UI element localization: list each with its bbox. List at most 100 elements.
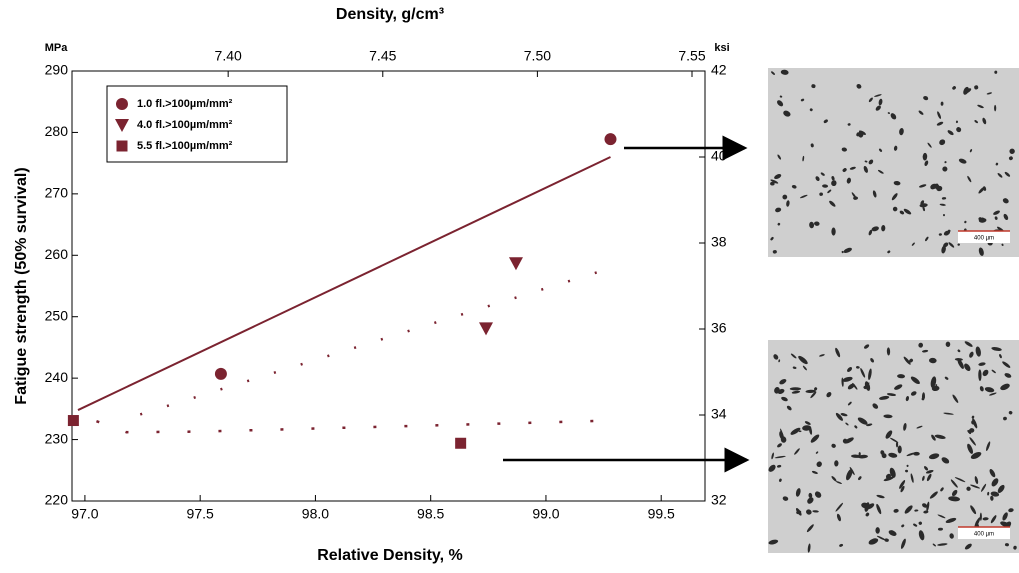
pore: [888, 530, 897, 536]
pore: [991, 478, 999, 487]
pore: [802, 365, 807, 371]
x-tick-label: 99.5: [648, 506, 675, 522]
micrograph: 400 µm: [768, 340, 1019, 553]
pore: [883, 414, 893, 419]
pore: [901, 524, 905, 528]
trend-line: [77, 156, 611, 411]
pore: [941, 457, 950, 464]
pore: [1008, 156, 1013, 161]
trend-line: [139, 266, 611, 416]
pore: [984, 387, 995, 393]
pore: [842, 376, 853, 382]
pore: [770, 236, 774, 241]
pore: [931, 434, 936, 441]
pore: [811, 84, 816, 89]
pore: [1000, 383, 1010, 391]
pore: [975, 346, 981, 357]
pore: [1004, 171, 1011, 177]
pore: [886, 347, 891, 356]
pore: [1004, 543, 1009, 547]
pore: [888, 452, 898, 458]
pore: [987, 491, 990, 496]
pore: [831, 227, 836, 236]
pore: [922, 206, 925, 212]
pore: [952, 394, 959, 403]
marker: [214, 367, 227, 380]
pore: [1013, 545, 1017, 550]
pore: [977, 104, 984, 109]
pore: [866, 423, 873, 427]
pore: [990, 495, 994, 501]
x-tick-label: 98.0: [302, 506, 329, 522]
micrograph: 400 µm: [768, 68, 1019, 257]
pore: [943, 230, 951, 236]
scale-bar-bg: [958, 527, 1010, 539]
pore: [823, 119, 828, 124]
pore: [999, 354, 1002, 359]
pore: [957, 349, 961, 353]
pore: [971, 415, 975, 419]
pore: [1003, 213, 1009, 221]
pore: [885, 430, 893, 439]
pore: [897, 374, 906, 379]
pore: [883, 476, 894, 482]
pore: [900, 485, 905, 493]
pore: [876, 503, 882, 515]
pore: [874, 94, 882, 97]
pore: [779, 378, 787, 385]
pore: [812, 510, 819, 513]
pore: [804, 421, 811, 425]
x2-tick-label: 7.45: [369, 48, 396, 64]
pore: [773, 354, 779, 360]
pore: [926, 501, 930, 512]
pore: [906, 464, 909, 467]
pore: [857, 417, 868, 425]
y2-tick-label: 34: [711, 406, 727, 422]
pore: [936, 121, 944, 126]
pore: [864, 381, 871, 391]
legend-marker: [116, 140, 128, 152]
legend-marker: [116, 98, 128, 110]
pore: [814, 221, 820, 226]
trend-line: [96, 419, 611, 434]
legend-label: 1.0 fl.>100µm/mm²: [137, 98, 233, 110]
pore: [894, 384, 903, 390]
pore: [868, 538, 879, 545]
pore: [989, 469, 996, 478]
pore: [886, 393, 897, 397]
pore: [916, 425, 923, 429]
pore: [810, 391, 817, 399]
pore: [831, 176, 835, 181]
pore: [969, 351, 974, 358]
pore: [868, 97, 873, 103]
x2-tick-label: 7.50: [524, 48, 551, 64]
pore: [876, 535, 887, 541]
pore: [903, 208, 912, 215]
pore: [967, 175, 972, 183]
pore: [956, 127, 962, 133]
pore: [948, 242, 955, 248]
pore: [905, 396, 909, 402]
micrograph-bg: [768, 340, 1019, 553]
pore: [775, 207, 782, 213]
pore: [932, 543, 936, 547]
pore: [1008, 410, 1013, 415]
pore: [819, 354, 825, 357]
pore: [921, 395, 925, 401]
pore: [815, 176, 820, 182]
pore: [945, 517, 957, 524]
marker: [455, 437, 467, 449]
pore: [1002, 512, 1008, 521]
pore: [900, 538, 906, 549]
pore: [967, 429, 972, 434]
pore: [860, 368, 866, 378]
pore: [941, 245, 946, 254]
pore: [904, 505, 913, 514]
pore: [948, 496, 961, 502]
pore: [806, 509, 812, 515]
pore: [782, 496, 789, 501]
pore: [937, 527, 943, 531]
pore: [922, 475, 925, 481]
pore: [970, 505, 977, 515]
